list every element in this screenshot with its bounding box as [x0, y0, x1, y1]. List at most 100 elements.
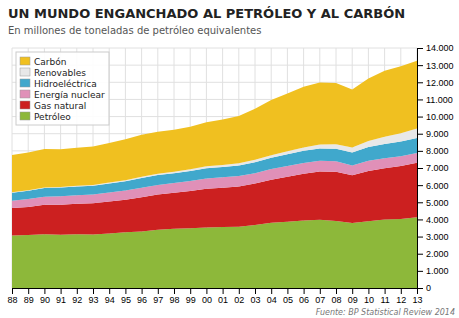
tick-mark [12, 288, 13, 294]
tick-label: 3.000 [426, 232, 449, 242]
tick: 12 [396, 288, 406, 305]
tick-label: 98 [169, 295, 179, 305]
chart: UN MUNDO ENGANCHADO AL PETRÓLEO Y AL CAR… [0, 0, 459, 318]
tick-mark [190, 288, 191, 294]
tick-label: 14.000 [426, 43, 454, 53]
tick: 93 [88, 288, 98, 305]
tick-mark [61, 288, 62, 294]
tick-label: 89 [24, 295, 34, 305]
tick-mark [239, 288, 240, 294]
tick: 1.000 [417, 266, 449, 276]
tick: 90 [40, 288, 50, 305]
legend-item: Carbón [20, 57, 66, 67]
tick-mark [417, 117, 423, 118]
legend-item: Petróleo [20, 112, 71, 122]
tick-mark [417, 202, 423, 203]
legend-swatch [20, 90, 30, 98]
tick-label: 04 [267, 295, 277, 305]
tick-label: 88 [7, 295, 17, 305]
tick-label: 01 [218, 295, 228, 305]
tick-mark [174, 288, 175, 294]
tick-label: 11.000 [426, 95, 453, 105]
tick-mark [142, 288, 143, 294]
legend-label: Renovables [34, 68, 86, 78]
tick-label: 13.000 [426, 61, 454, 71]
axis-line [418, 49, 424, 289]
tick-label: 5.000 [426, 198, 449, 208]
legend-swatch [20, 101, 30, 109]
tick: 04 [267, 288, 277, 305]
tick-mark [352, 288, 353, 294]
legend-item: Gas natural [20, 101, 86, 111]
legend-label: Gas natural [34, 101, 86, 111]
tick-mark [417, 168, 423, 169]
tick-mark [287, 288, 288, 294]
tick-mark [417, 48, 423, 49]
tick-label: 93 [88, 295, 98, 305]
legend-items: CarbónRenovablesHidroeléctricaEnergía nu… [20, 57, 105, 122]
tick-label: 07 [315, 295, 325, 305]
tick: 05 [283, 288, 293, 305]
tick-mark [417, 65, 423, 66]
tick-mark [417, 254, 423, 255]
tick: 8.000 [417, 146, 449, 156]
tick-label: 95 [121, 295, 131, 305]
tick-mark [417, 219, 423, 220]
tick: 00 [202, 288, 212, 305]
tick: 09 [348, 288, 358, 305]
tick: 2.000 [417, 249, 449, 259]
tick-mark [417, 185, 423, 186]
legend-item: Renovables [20, 68, 86, 78]
tick-mark [336, 288, 337, 294]
tick-label: 90 [40, 295, 50, 305]
tick-mark [417, 237, 423, 238]
legend-swatch [20, 79, 30, 87]
tick-mark [417, 288, 423, 289]
tick-label: 12.000 [426, 78, 454, 88]
tick: 97 [153, 288, 163, 305]
tick-mark [304, 288, 305, 294]
legend-label: Energía nuclear [34, 90, 105, 100]
source: Fuente: BP Statistical Review 2014 [316, 308, 455, 317]
tick: 89 [24, 288, 34, 305]
tick: 6.000 [417, 181, 449, 191]
grid-line [12, 48, 417, 49]
tick-label: 05 [283, 295, 293, 305]
tick-label: 4.000 [426, 215, 449, 225]
tick: 91 [56, 288, 66, 305]
tick: 9.000 [417, 129, 449, 139]
tick: 88 [7, 288, 17, 305]
tick-label: 10 [364, 295, 374, 305]
tick: 03 [250, 288, 260, 305]
legend-label: Petróleo [34, 112, 71, 122]
tick-label: 06 [299, 295, 309, 305]
tick: 08 [331, 288, 341, 305]
tick: 4.000 [417, 215, 449, 225]
tick-label: 0 [426, 283, 431, 293]
tick-label: 6.000 [426, 181, 449, 191]
tick: 07 [315, 288, 325, 305]
tick: 5.000 [417, 198, 449, 208]
tick-mark [401, 288, 402, 294]
tick-mark [385, 288, 386, 294]
tick-mark [417, 82, 423, 83]
tick-mark [109, 288, 110, 294]
tick-mark [125, 288, 126, 294]
tick-mark [158, 288, 159, 294]
tick-label: 8.000 [426, 146, 449, 156]
tick: 14.000 [417, 43, 454, 53]
tick-mark [417, 134, 423, 135]
tick-mark [77, 288, 78, 294]
tick-label: 92 [72, 295, 82, 305]
tick-label: 9.000 [426, 129, 449, 139]
legend-swatch [20, 112, 30, 120]
tick-label: 02 [234, 295, 244, 305]
legend-box [16, 52, 109, 125]
y-axis: 01.0002.0003.0004.0005.0006.0007.0008.00… [417, 43, 454, 293]
x-axis: 8889909192939495969798990001020304050607… [7, 288, 422, 305]
tick: 94 [105, 288, 115, 305]
tick-label: 99 [186, 295, 196, 305]
tick-label: 97 [153, 295, 163, 305]
tick: 98 [169, 288, 179, 305]
tick: 99 [186, 288, 196, 305]
